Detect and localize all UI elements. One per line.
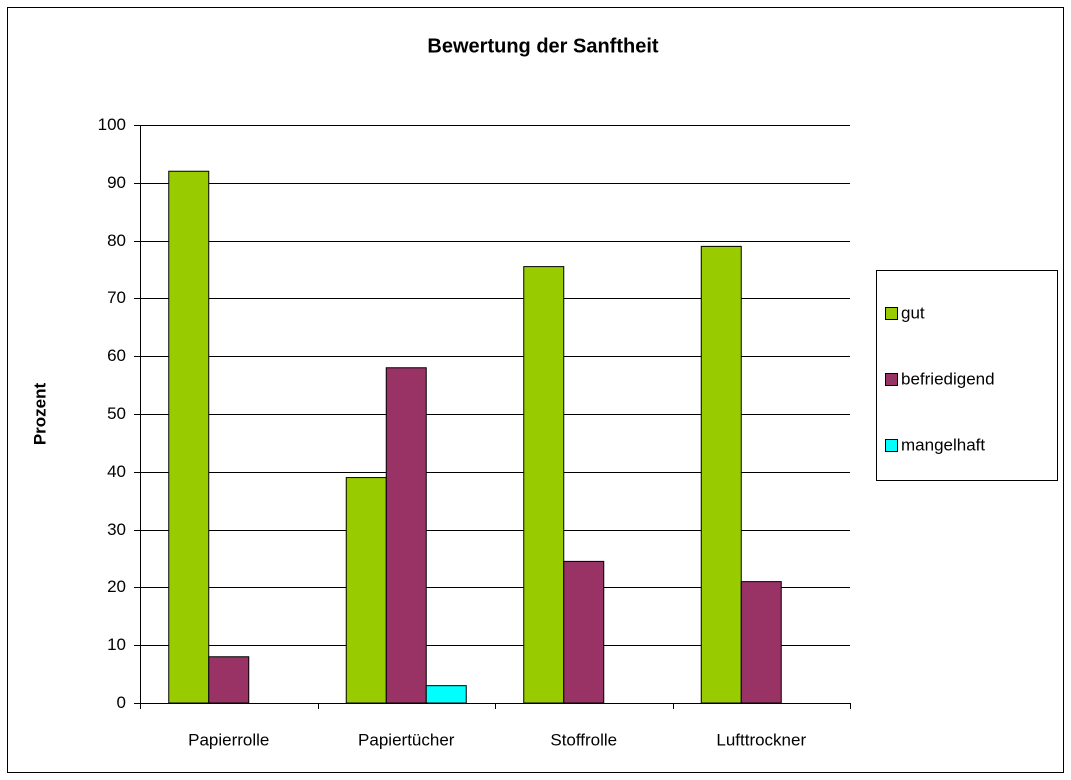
y-tick-label: 80 bbox=[107, 231, 126, 250]
bar bbox=[740, 581, 782, 704]
y-tick-label: 100 bbox=[98, 115, 126, 134]
legend-swatch bbox=[885, 307, 898, 320]
bar bbox=[425, 685, 467, 704]
y-tick-label: 20 bbox=[107, 577, 126, 596]
x-tick-label: Papiertücher bbox=[358, 730, 455, 749]
legend-swatch bbox=[885, 439, 898, 452]
x-tick-label: Papierrolle bbox=[188, 730, 269, 749]
y-tick-label: 70 bbox=[107, 288, 126, 307]
legend-label: gut bbox=[901, 303, 925, 322]
legend-swatch bbox=[885, 373, 898, 386]
bar bbox=[700, 245, 742, 704]
bar bbox=[385, 367, 427, 704]
bar bbox=[345, 477, 387, 704]
y-tick-label: 0 bbox=[117, 693, 126, 712]
y-tick-label: 60 bbox=[107, 346, 126, 365]
y-tick-label: 40 bbox=[107, 462, 126, 481]
legend-label: mangelhaft bbox=[901, 435, 985, 454]
y-tick-label: 10 bbox=[107, 635, 126, 654]
bar bbox=[208, 656, 250, 704]
legend bbox=[876, 270, 1058, 481]
y-axis-label: Prozent bbox=[30, 382, 49, 445]
bar bbox=[168, 170, 210, 704]
y-tick-label: 90 bbox=[107, 173, 126, 192]
x-tick-label: Lufttrockner bbox=[716, 730, 806, 749]
y-tick-label: 30 bbox=[107, 520, 126, 539]
x-tick-label: Stoffrolle bbox=[550, 730, 617, 749]
bar bbox=[563, 560, 605, 704]
legend-label: befriedigend bbox=[901, 369, 995, 388]
y-tick-label: 50 bbox=[107, 404, 126, 423]
bar bbox=[523, 266, 565, 704]
chart-title: Bewertung der Sanftheit bbox=[427, 35, 658, 57]
